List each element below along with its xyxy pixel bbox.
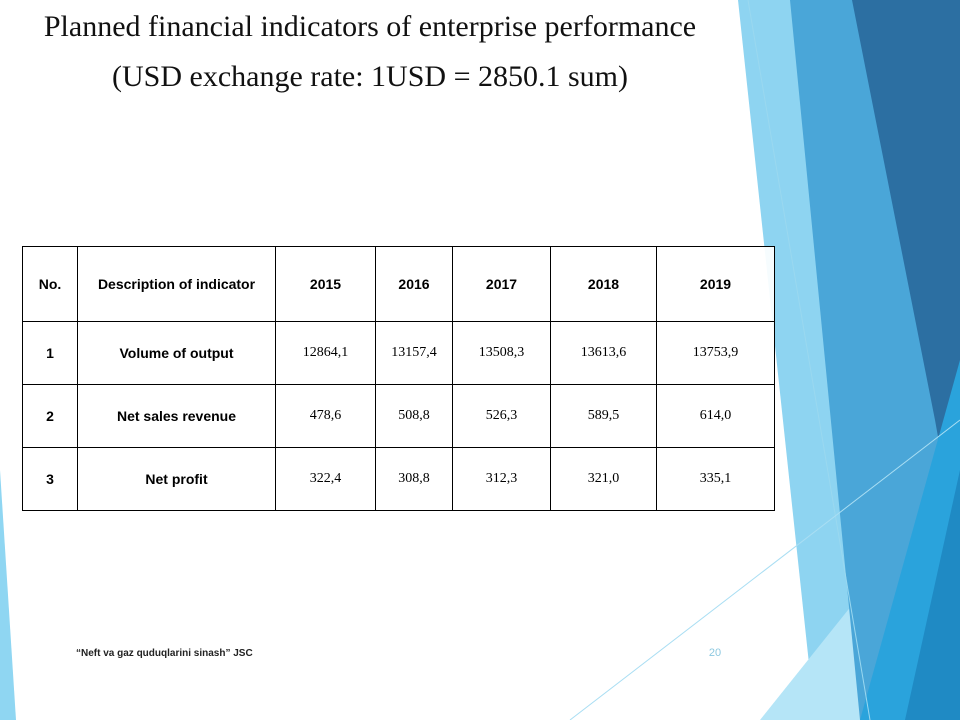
- table-header-cell: 2016: [375, 246, 453, 322]
- table-header-row: No. Description of indicator 2015 2016 2…: [22, 246, 775, 322]
- left-edge-shape: [0, 470, 16, 720]
- row-value: 13157,4: [375, 321, 453, 385]
- row-value: 478,6: [275, 384, 376, 448]
- slide-title: Planned financial indicators of enterpri…: [43, 10, 697, 43]
- row-description: Net sales revenue: [77, 384, 276, 448]
- table-header-cell: 2017: [452, 246, 551, 322]
- right-thin-line-1: [747, 0, 871, 720]
- row-description: Volume of output: [77, 321, 276, 385]
- slide-footer: “Neft va gaz quduqlarini sinash” JSC: [76, 648, 253, 659]
- row-value: 13613,6: [550, 321, 657, 385]
- table-row: 3 Net profit 322,4 308,8 312,3 321,0 335…: [22, 447, 775, 511]
- table-header-cell: Description of indicator: [77, 246, 276, 322]
- row-value: 308,8: [375, 447, 453, 511]
- table-row: 1 Volume of output 12864,1 13157,4 13508…: [22, 321, 775, 385]
- row-value: 312,3: [452, 447, 551, 511]
- table-header-cell: 2019: [656, 246, 775, 322]
- row-value: 335,1: [656, 447, 775, 511]
- indicators-table: No. Description of indicator 2015 2016 2…: [22, 246, 775, 511]
- row-value: 13508,3: [452, 321, 551, 385]
- row-value: 13753,9: [656, 321, 775, 385]
- right-thin-line-2: [569, 419, 960, 720]
- row-value: 614,0: [656, 384, 775, 448]
- slide-subtitle: (USD exchange rate: 1USD = 2850.1 sum): [112, 60, 628, 93]
- right-dark-shape: [852, 0, 960, 560]
- row-number: 3: [22, 447, 78, 511]
- right-deep-shape: [905, 470, 960, 720]
- row-value: 508,8: [375, 384, 453, 448]
- page-number: 20: [708, 647, 722, 659]
- table-header-cell: No.: [22, 246, 78, 322]
- row-number: 1: [22, 321, 78, 385]
- row-value: 12864,1: [275, 321, 376, 385]
- row-number: 2: [22, 384, 78, 448]
- table-row: 2 Net sales revenue 478,6 508,8 526,3 58…: [22, 384, 775, 448]
- row-description: Net profit: [77, 447, 276, 511]
- row-value: 322,4: [275, 447, 376, 511]
- row-value: 589,5: [550, 384, 657, 448]
- row-value: 526,3: [452, 384, 551, 448]
- row-value: 321,0: [550, 447, 657, 511]
- table-header-cell: 2015: [275, 246, 376, 322]
- table-header-cell: 2018: [550, 246, 657, 322]
